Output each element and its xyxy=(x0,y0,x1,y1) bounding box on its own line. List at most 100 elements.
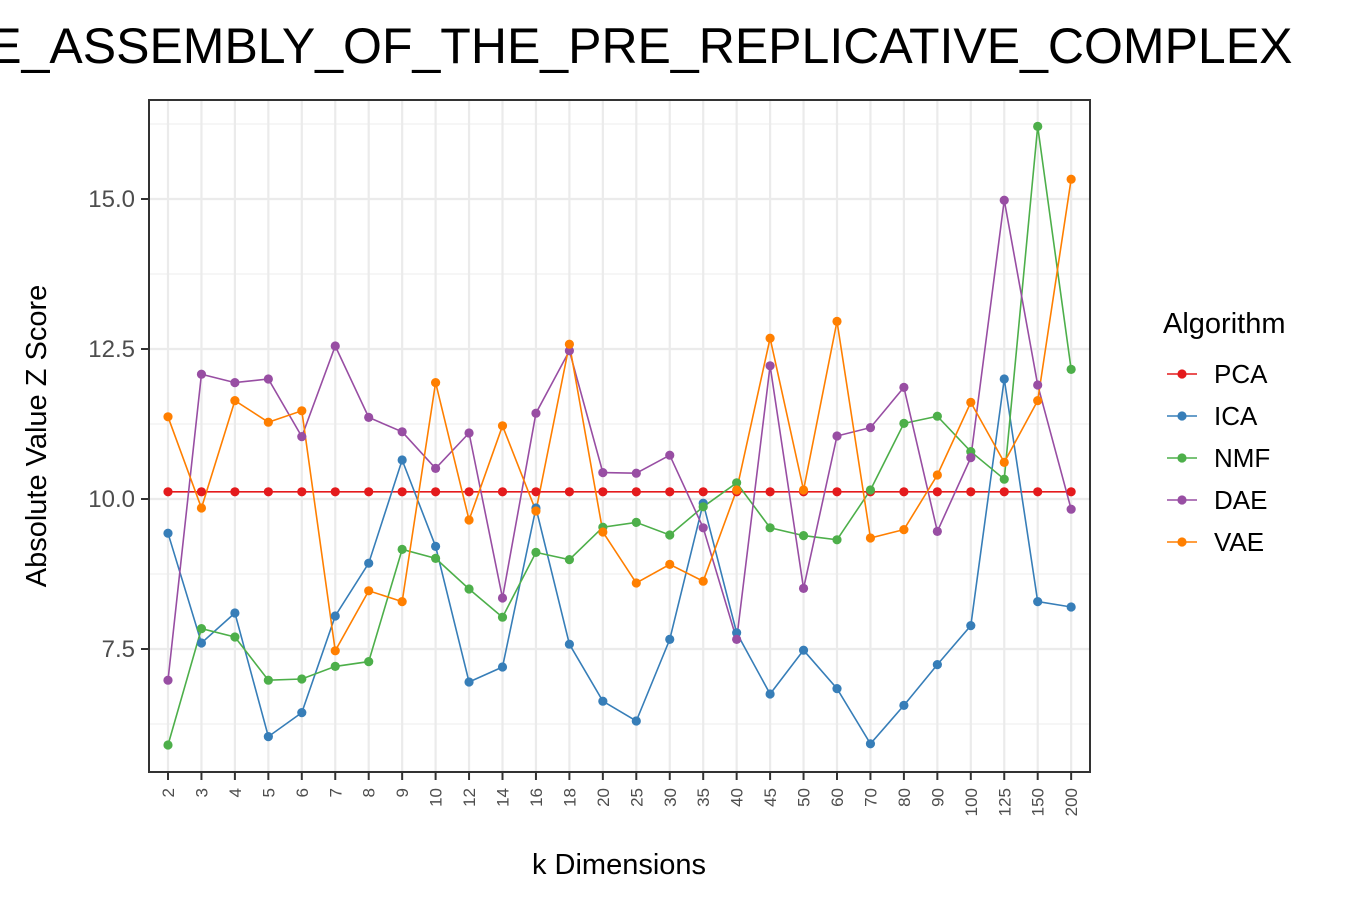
data-point-ica xyxy=(497,662,508,672)
data-point-pca xyxy=(163,487,173,497)
data-point-nmf xyxy=(230,632,240,642)
data-point-vae xyxy=(966,397,976,407)
data-point-ica xyxy=(899,700,909,711)
data-point-nmf xyxy=(865,485,876,495)
legend-key-point xyxy=(1177,537,1187,547)
data-point-ica xyxy=(999,374,1009,384)
x-tick-label: 45 xyxy=(761,788,780,807)
series-lines xyxy=(167,126,1072,746)
data-point-vae xyxy=(564,339,575,349)
data-point-nmf xyxy=(732,478,742,488)
legend-label: VAE xyxy=(1214,527,1264,557)
data-point-vae xyxy=(832,316,842,326)
x-tick-label: 70 xyxy=(861,788,880,807)
data-point-ica xyxy=(263,732,273,742)
data-point-pca xyxy=(899,487,909,497)
data-point-vae xyxy=(431,378,441,388)
data-point-pca xyxy=(598,487,608,497)
data-point-nmf xyxy=(263,675,273,685)
data-point-ica xyxy=(932,660,942,670)
data-point-vae xyxy=(899,525,909,535)
panel-border xyxy=(148,99,1091,773)
y-tick-label: 7.5 xyxy=(102,636,135,663)
x-tick-label: 50 xyxy=(795,788,814,807)
data-point-pca xyxy=(665,487,675,497)
data-point-pca xyxy=(464,487,474,497)
data-point-nmf xyxy=(364,657,374,667)
data-point-nmf xyxy=(464,584,474,594)
data-point-pca xyxy=(263,487,273,497)
data-point-ica xyxy=(732,628,742,638)
data-point-vae xyxy=(932,470,942,480)
data-point-dae xyxy=(397,427,407,437)
data-point-vae xyxy=(531,506,541,516)
data-point-vae xyxy=(364,586,374,596)
x-tick-label: 12 xyxy=(460,788,479,807)
x-tick-label: 16 xyxy=(527,788,546,807)
y-tick-label: 15.0 xyxy=(88,186,135,213)
x-tick-label: 200 xyxy=(1062,788,1081,816)
legend-label: NMF xyxy=(1214,443,1270,473)
data-point-vae xyxy=(999,457,1009,467)
data-point-ica xyxy=(364,558,374,568)
data-point-dae xyxy=(832,431,842,441)
data-point-nmf xyxy=(397,544,407,555)
x-tick-label: 6 xyxy=(293,788,312,797)
legend-item-nmf: NMF xyxy=(1167,443,1270,473)
data-point-nmf xyxy=(196,624,207,634)
legend-title: Algorithm xyxy=(1163,308,1286,340)
chart-title: ME_ASSEMBLY_OF_THE_PRE_REPLICATIVE_COMPL… xyxy=(0,18,1292,74)
x-tick-label: 10 xyxy=(427,788,446,807)
x-tick-label: 30 xyxy=(661,788,680,807)
data-point-pca xyxy=(397,487,407,497)
data-point-vae xyxy=(732,485,742,495)
x-tick-label: 90 xyxy=(928,788,947,807)
data-point-nmf xyxy=(297,674,307,684)
data-point-nmf xyxy=(999,474,1009,484)
x-tick-label: 4 xyxy=(226,788,245,797)
data-point-dae xyxy=(765,361,775,371)
data-point-dae xyxy=(464,428,474,438)
data-point-dae xyxy=(531,408,541,418)
x-tick-label: 5 xyxy=(259,788,278,797)
legend-key-point xyxy=(1177,411,1187,421)
data-point-dae xyxy=(230,378,240,388)
data-point-vae xyxy=(698,576,708,586)
data-point-nmf xyxy=(431,553,441,564)
data-point-nmf xyxy=(631,517,641,528)
data-point-vae xyxy=(163,412,173,422)
x-tick-label: 8 xyxy=(360,788,379,797)
series-points xyxy=(163,121,1076,750)
data-point-vae xyxy=(1066,174,1076,184)
data-point-vae xyxy=(263,417,273,427)
data-point-ica xyxy=(297,708,307,718)
data-point-nmf xyxy=(531,547,541,558)
x-tick-label: 25 xyxy=(627,788,646,807)
x-tick-label: 150 xyxy=(1029,788,1048,816)
data-point-nmf xyxy=(698,502,708,512)
data-point-pca xyxy=(999,487,1009,497)
data-point-ica xyxy=(631,716,641,726)
data-point-dae xyxy=(798,583,809,594)
data-point-pca xyxy=(631,487,641,497)
x-tick-label: 80 xyxy=(895,788,914,807)
data-point-dae xyxy=(999,195,1009,205)
data-point-pca xyxy=(966,487,976,497)
data-point-dae xyxy=(899,382,909,392)
data-point-ica xyxy=(230,608,240,618)
legend: Algorithm PCA ICA NMF DAE VAE xyxy=(1163,308,1286,557)
data-point-ica xyxy=(1033,597,1043,607)
data-point-pca xyxy=(564,487,575,497)
data-point-dae xyxy=(497,593,508,603)
data-point-pca xyxy=(1033,487,1043,497)
data-point-nmf xyxy=(899,418,909,428)
data-point-ica xyxy=(1066,602,1076,612)
legend-item-ica: ICA xyxy=(1167,401,1258,431)
data-point-vae xyxy=(765,333,775,343)
x-tick-label: 14 xyxy=(494,788,513,807)
x-tick-label: 125 xyxy=(995,788,1014,816)
data-point-nmf xyxy=(163,740,173,750)
data-point-pca xyxy=(698,487,708,497)
data-point-dae xyxy=(1033,380,1043,390)
